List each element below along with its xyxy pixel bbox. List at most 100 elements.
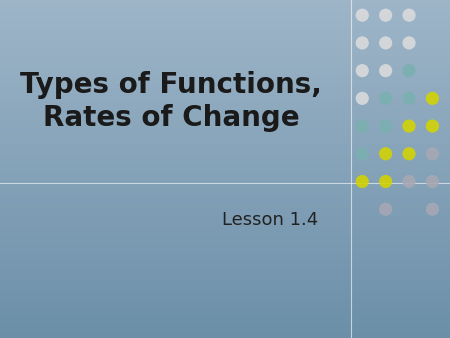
Bar — [0, 130, 450, 132]
Bar — [0, 32, 450, 34]
Bar — [0, 149, 450, 150]
Point — [382, 13, 389, 18]
Bar — [0, 223, 450, 225]
Bar — [0, 96, 450, 98]
Bar — [0, 335, 450, 336]
Bar — [0, 235, 450, 237]
Bar — [0, 64, 450, 66]
Bar — [0, 24, 450, 25]
Bar — [0, 78, 450, 79]
Bar — [0, 135, 450, 137]
Bar — [0, 314, 450, 316]
Bar — [0, 115, 450, 117]
Bar — [0, 172, 450, 174]
Bar — [0, 19, 450, 20]
Bar — [0, 287, 450, 289]
Bar — [0, 230, 450, 232]
Bar — [0, 161, 450, 162]
Bar — [0, 5, 450, 7]
Bar — [0, 27, 450, 29]
Bar — [0, 199, 450, 201]
Bar — [0, 323, 450, 324]
Bar — [0, 252, 450, 254]
Bar — [0, 211, 450, 213]
Bar — [0, 294, 450, 296]
Bar — [0, 233, 450, 235]
Bar — [0, 81, 450, 83]
Bar — [0, 304, 450, 306]
Bar — [0, 54, 450, 56]
Point — [429, 123, 436, 129]
Bar — [0, 164, 450, 166]
Bar — [0, 49, 450, 51]
Bar — [0, 311, 450, 313]
Point — [429, 207, 436, 212]
Text: Lesson 1.4: Lesson 1.4 — [222, 211, 318, 229]
Bar — [0, 333, 450, 335]
Bar — [0, 237, 450, 238]
Bar — [0, 336, 450, 338]
Bar — [0, 83, 450, 84]
Bar — [0, 106, 450, 108]
Point — [382, 68, 389, 73]
Text: Types of Functions,
Rates of Change: Types of Functions, Rates of Change — [20, 71, 322, 131]
Bar — [0, 144, 450, 145]
Bar — [0, 147, 450, 149]
Bar — [0, 128, 450, 130]
Bar — [0, 47, 450, 49]
Bar — [0, 179, 450, 181]
Bar — [0, 206, 450, 208]
Bar — [0, 262, 450, 264]
Point — [405, 179, 413, 184]
Bar — [0, 232, 450, 233]
Bar — [0, 218, 450, 220]
Bar — [0, 35, 450, 37]
Bar — [0, 204, 450, 206]
Bar — [0, 42, 450, 44]
Bar — [0, 181, 450, 183]
Point — [359, 96, 366, 101]
Bar — [0, 166, 450, 167]
Bar — [0, 299, 450, 301]
Bar — [0, 79, 450, 81]
Bar — [0, 240, 450, 242]
Point — [382, 207, 389, 212]
Bar — [0, 46, 450, 47]
Point — [359, 151, 366, 156]
Bar — [0, 203, 450, 204]
Bar — [0, 297, 450, 299]
Bar — [0, 142, 450, 144]
Bar — [0, 88, 450, 90]
Bar — [0, 176, 450, 177]
Bar — [0, 183, 450, 184]
Bar — [0, 226, 450, 228]
Bar — [0, 318, 450, 319]
Bar — [0, 167, 450, 169]
Bar — [0, 186, 450, 188]
Bar — [0, 274, 450, 275]
Bar — [0, 90, 450, 91]
Bar — [0, 39, 450, 41]
Point — [382, 151, 389, 156]
Bar — [0, 61, 450, 63]
Point — [405, 13, 413, 18]
Bar — [0, 68, 450, 69]
Bar — [0, 103, 450, 105]
Bar — [0, 210, 450, 211]
Bar — [0, 137, 450, 139]
Bar — [0, 286, 450, 287]
Bar — [0, 139, 450, 140]
Bar — [0, 127, 450, 128]
Bar — [0, 100, 450, 101]
Bar — [0, 220, 450, 221]
Bar — [0, 284, 450, 286]
Bar — [0, 105, 450, 106]
Bar — [0, 228, 450, 230]
Bar — [0, 25, 450, 27]
Bar — [0, 221, 450, 223]
Bar — [0, 174, 450, 176]
Point — [382, 96, 389, 101]
Bar — [0, 56, 450, 57]
Bar — [0, 84, 450, 86]
Bar — [0, 3, 450, 5]
